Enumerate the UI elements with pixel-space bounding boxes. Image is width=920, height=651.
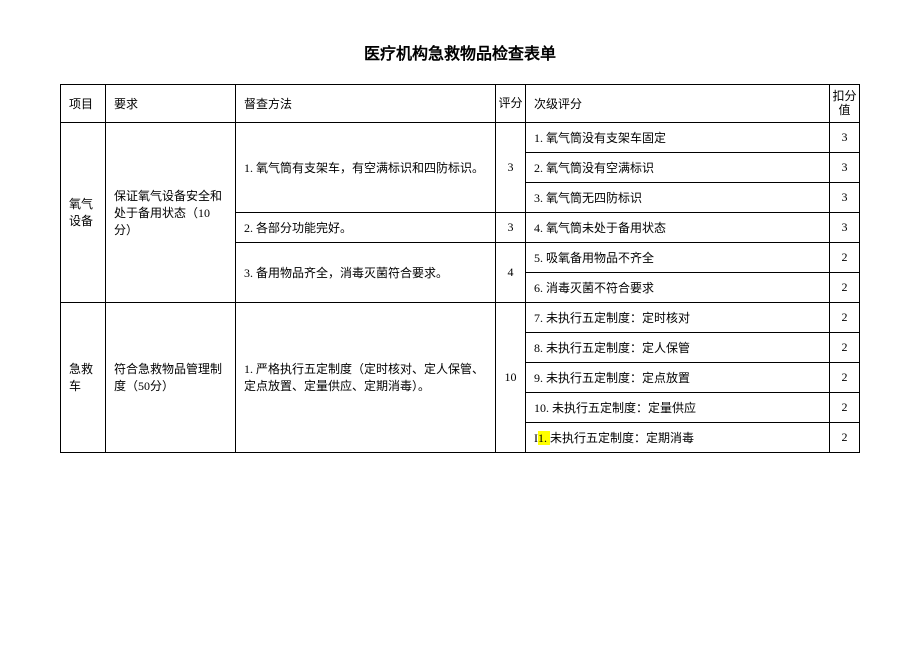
cell-sublevel: 8. 未执行五定制度：定人保管 [526,332,830,362]
cell-project: 急救车 [61,302,106,452]
checklist-table: 项目 要求 督查方法 评分 次级评分 扣分值 氧气设备 保证氧气设备安全和处于备… [60,84,860,453]
header-method: 督查方法 [236,85,496,123]
cell-score: 3 [496,212,526,242]
cell-deduct: 3 [830,122,860,152]
header-row: 项目 要求 督查方法 评分 次级评分 扣分值 [61,85,860,123]
cell-score: 10 [496,302,526,452]
cell-method: 2. 各部分功能完好。 [236,212,496,242]
cell-deduct: 3 [830,152,860,182]
cell-deduct: 2 [830,392,860,422]
header-score: 评分 [496,85,526,123]
cell-sublevel: 2. 氧气筒没有空满标识 [526,152,830,182]
cell-deduct: 3 [830,212,860,242]
highlight-text: 1. [538,431,550,445]
cell-score: 3 [496,122,526,212]
cell-deduct: 2 [830,332,860,362]
cell-sublevel: 6. 消毒灭菌不符合要求 [526,272,830,302]
header-requirement: 要求 [106,85,236,123]
cell-sublevel: 9. 未执行五定制度：定点放置 [526,362,830,392]
table-row: 氧气设备 保证氧气设备安全和处于备用状态（10分） 1. 氧气筒有支架车，有空满… [61,122,860,152]
header-sublevel: 次级评分 [526,85,830,123]
cell-score: 4 [496,242,526,302]
cell-sublevel: 1. 氧气筒没有支架车固定 [526,122,830,152]
cell-requirement: 保证氧气设备安全和处于备用状态（10分） [106,122,236,302]
cell-method: 3. 备用物品齐全，消毒灭菌符合要求。 [236,242,496,302]
cell-deduct: 2 [830,362,860,392]
cell-requirement: 符合急救物品管理制度（50分） [106,302,236,452]
table-row: 急救车 符合急救物品管理制度（50分） 1. 严格执行五定制度（定时核对、定人保… [61,302,860,332]
cell-sublevel-highlighted: I1. 未执行五定制度：定期消毒 [526,422,830,452]
cell-deduct: 2 [830,422,860,452]
page-title: 医疗机构急救物品检查表单 [60,40,860,64]
header-deduct: 扣分值 [830,85,860,123]
cell-deduct: 2 [830,272,860,302]
cell-sublevel: 10. 未执行五定制度：定量供应 [526,392,830,422]
cell-sublevel: 7. 未执行五定制度：定时核对 [526,302,830,332]
cell-deduct: 3 [830,182,860,212]
cell-deduct: 2 [830,302,860,332]
cell-method: 1. 氧气筒有支架车，有空满标识和四防标识。 [236,122,496,212]
header-project: 项目 [61,85,106,123]
cell-deduct: 2 [830,242,860,272]
cell-project: 氧气设备 [61,122,106,302]
cell-sublevel: 4. 氧气筒未处于备用状态 [526,212,830,242]
cell-method: 1. 严格执行五定制度（定时核对、定人保管、定点放置、定量供应、定期消毒）。 [236,302,496,452]
cell-sublevel: 5. 吸氧备用物品不齐全 [526,242,830,272]
cell-sublevel: 3. 氧气筒无四防标识 [526,182,830,212]
